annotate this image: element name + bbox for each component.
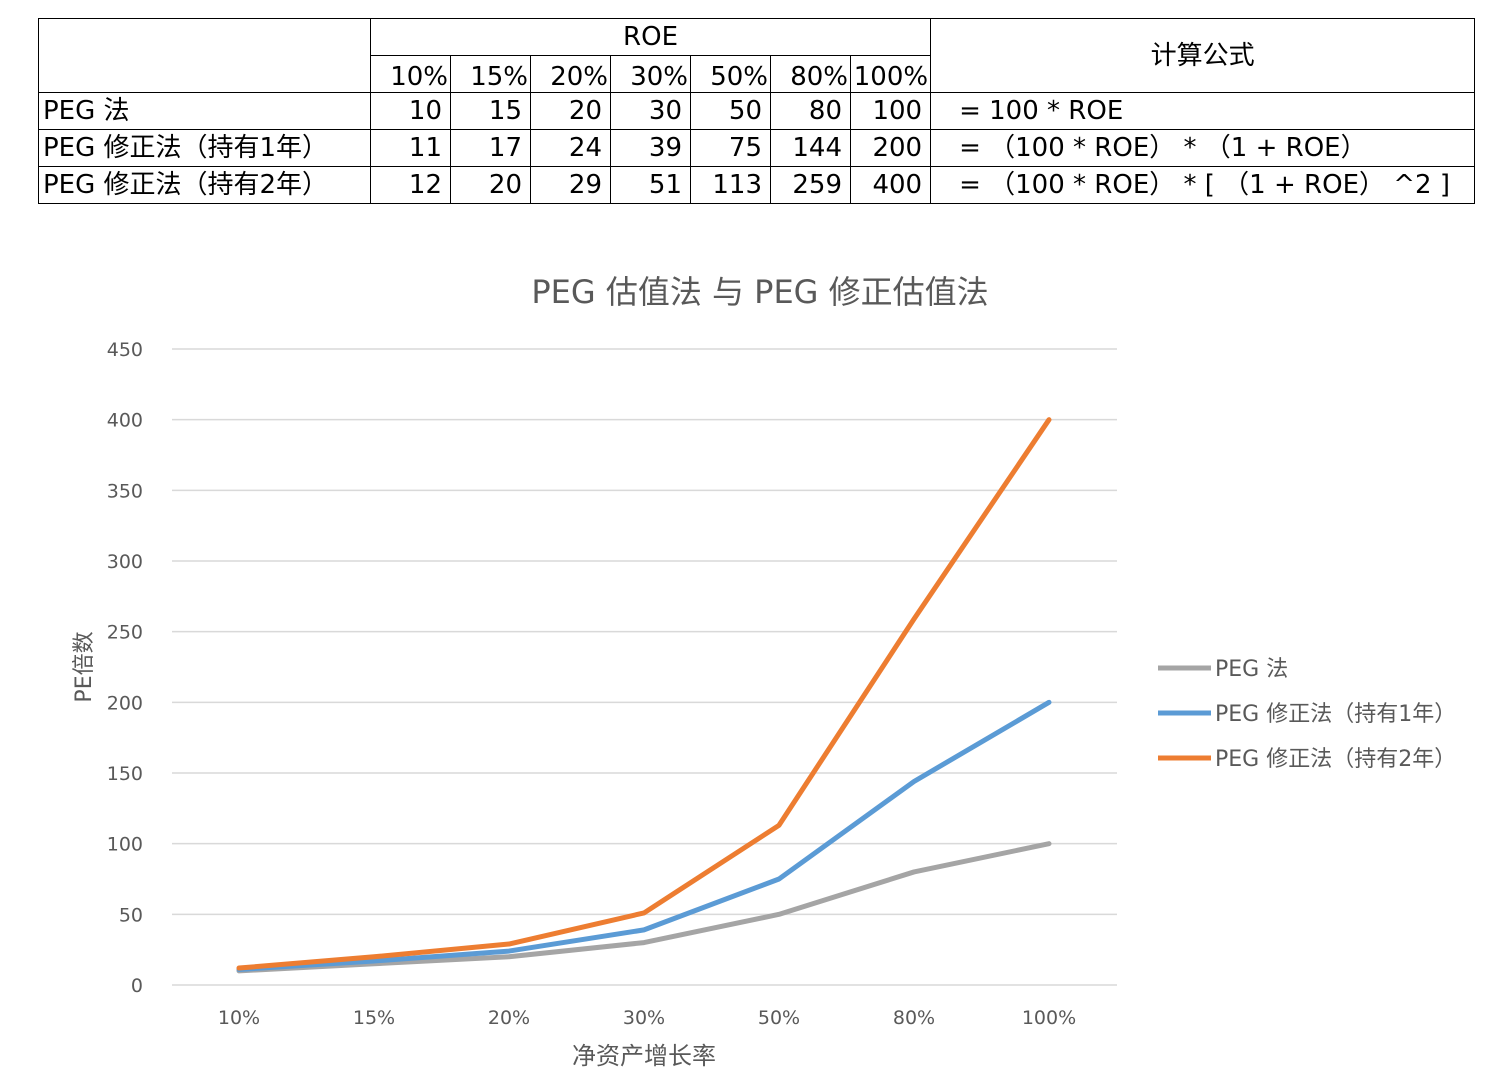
row-label: PEG 修正法（持有1年） <box>38 129 371 167</box>
series-line-2 <box>236 699 1052 972</box>
roe-column-header: 20% <box>530 55 611 93</box>
table-cell: 15 <box>450 92 531 130</box>
formula-header: 计算公式 <box>930 18 1476 93</box>
y-tick-label: 250 <box>107 622 143 644</box>
chart-title: PEG 估值法 与 PEG 修正估值法 <box>531 273 988 311</box>
x-tick-label: 10% <box>218 1007 260 1029</box>
roe-column-header: 100% <box>849 55 932 93</box>
table-cell: 144 <box>770 129 851 167</box>
x-tick-label: 15% <box>353 1007 395 1029</box>
table-cell: 20 <box>530 92 611 130</box>
line-chart: PEG 估值法 与 PEG 修正估值法 0 50 100 150 200 250 300 350… <box>72 273 1456 1070</box>
roe-column-header: 10% <box>370 55 451 93</box>
roe-header: ROE <box>369 18 932 56</box>
y-tick-label: 450 <box>107 339 143 361</box>
table-cell: 75 <box>690 129 771 167</box>
y-axis-title: PE倍数 <box>72 631 97 702</box>
y-tick-label: 300 <box>107 551 143 573</box>
table-cell: 24 <box>530 129 611 167</box>
series-line-3 <box>236 417 1052 971</box>
legend-label: PEG 修正法（持有1年） <box>1215 702 1456 727</box>
roe-column-header: 80% <box>770 55 851 93</box>
y-tick-label: 100 <box>107 834 143 856</box>
roe-column-header: 50% <box>690 55 771 93</box>
table-cell: 29 <box>530 166 611 204</box>
legend-label: PEG 法 <box>1215 657 1288 682</box>
legend-label: PEG 修正法（持有2年） <box>1215 747 1456 772</box>
table-cell: 12 <box>370 166 451 204</box>
x-tick-label: 20% <box>488 1007 530 1029</box>
table-cell: 200 <box>849 129 932 167</box>
x-tick-label: 30% <box>623 1007 665 1029</box>
x-tick-label: 80% <box>893 1007 935 1029</box>
table-cell: 50 <box>690 92 771 130</box>
table-cell: 11 <box>370 129 451 167</box>
table-row: PEG 修正法（持有2年） 12 20 29 51 113 259 400 = （100 * R… <box>38 166 1476 204</box>
formula-cell: = （100 * ROE） * （1 + ROE） <box>930 129 1476 167</box>
formula-cell: = 100 * ROE <box>930 92 1476 130</box>
y-tick-label: 0 <box>131 975 143 997</box>
y-tick-label: 350 <box>107 480 143 502</box>
table-cell: 113 <box>690 166 771 204</box>
y-tick-label: 150 <box>107 763 143 785</box>
y-tick-label: 400 <box>107 410 143 432</box>
row-label: PEG 法 <box>38 92 371 130</box>
table-cell: 400 <box>849 166 932 204</box>
table-cell: 30 <box>610 92 691 130</box>
roe-column-header: 15% <box>450 55 531 93</box>
formula-cell: = （100 * ROE） * [ （1 + ROE） ^2 ] <box>930 166 1476 204</box>
table-cell: 100 <box>849 92 932 130</box>
table-cell: 10 <box>370 92 451 130</box>
table-cell: 17 <box>450 129 531 167</box>
table-row: PEG 法 10 15 20 30 50 80 100 = 100 * ROE <box>38 92 1476 130</box>
roe-column-header: 30% <box>610 55 691 93</box>
row-label: PEG 修正法（持有2年） <box>38 166 371 204</box>
x-tick-label: 50% <box>758 1007 800 1029</box>
data-table: ROE 计算公式 10% 15% 20% 30% 50% 80% 100% PEG 法 10 1… <box>38 18 1476 204</box>
table-cell: 259 <box>770 166 851 204</box>
x-tick-label: 100% <box>1022 1007 1076 1029</box>
y-tick-label: 50 <box>119 904 143 926</box>
table-cell: 80 <box>770 92 851 130</box>
x-axis-title: 净资产增长率 <box>572 1042 716 1070</box>
table-cell: 20 <box>450 166 531 204</box>
series-line-1 <box>236 841 1052 974</box>
table-cell: 39 <box>610 129 691 167</box>
y-tick-label: 200 <box>107 692 143 714</box>
table-row: PEG 修正法（持有1年） 11 17 24 39 75 144 200 = （100 * RO… <box>38 129 1476 167</box>
table-corner-cell <box>38 18 371 93</box>
table-cell: 51 <box>610 166 691 204</box>
